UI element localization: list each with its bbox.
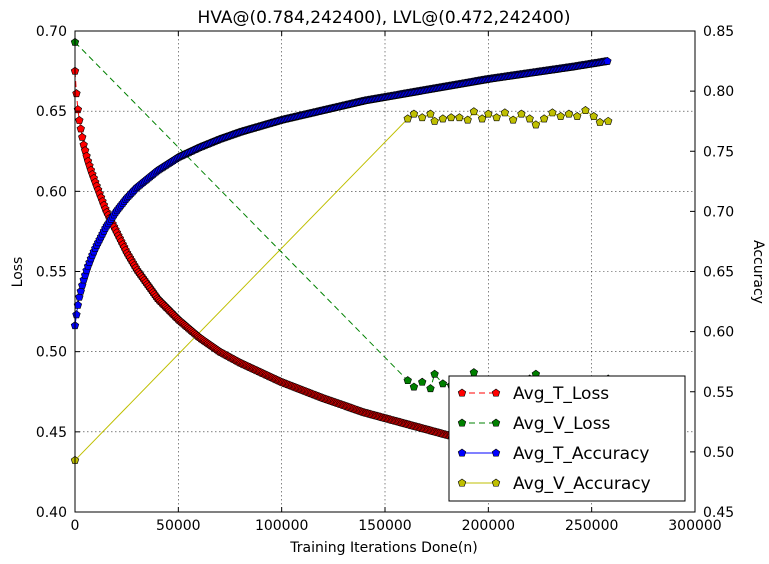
data-point-avg-v-loss [426,384,435,393]
legend-label: Avg_T_Accuracy [513,444,649,464]
legend-item-avg-v-accuracy: Avg_V_Accuracy [457,474,651,494]
data-point-avg-v-loss [469,368,479,377]
data-point-avg-v-accuracy [508,115,518,124]
legend: Avg_T_Loss Avg_V_Loss Avg_T_Accuracy Avg_V_… [448,375,686,502]
data-point-avg-v-accuracy [531,120,541,129]
y-left-tick-label: 0.50 [36,345,67,361]
data-point-avg-v-loss [403,376,412,385]
data-point-avg-v-accuracy [463,115,472,124]
y-right-tick-label: 0.75 [703,144,734,160]
chart-title: HVA@(0.784,242400), LVL@(0.472,242400) [198,8,571,28]
data-point-avg-v-accuracy [438,114,448,123]
data-point-avg-t-loss [76,124,85,133]
y-left-tick-label: 0.65 [36,104,67,120]
legend-swatch-marker [491,478,501,487]
data-point-avg-v-accuracy [564,109,574,118]
data-point-avg-v-accuracy [525,114,534,123]
data-point-avg-v-accuracy [517,109,526,118]
legend-swatch-marker [491,418,501,427]
series-line-avg-v-loss [74,41,609,392]
legend-swatch-marker [491,388,501,397]
data-point-avg-t-accuracy [603,56,612,65]
y-left-tick-label: 0.55 [36,265,67,281]
data-point-avg-v-loss [409,382,419,391]
series-avg-v-loss [70,37,613,394]
y-axis-right-title: Accuracy [750,240,766,304]
legend-item-avg-t-loss: Avg_T_Loss [457,384,609,404]
data-point-avg-v-accuracy [500,108,510,117]
y-left-tick-label: 0.70 [36,24,67,40]
x-tick-label: 150000 [358,518,411,534]
x-tick-label: 300000 [668,518,721,534]
legend-box [448,375,686,502]
legend-label: Avg_T_Loss [513,384,609,404]
y-left-tick-label: 0.45 [36,425,67,441]
y-right-tick-label: 0.55 [703,385,734,401]
x-tick-label: 250000 [565,518,618,534]
y-right-tick-label: 0.60 [703,325,734,341]
data-point-avg-t-loss [78,132,87,141]
data-point-avg-v-accuracy [573,112,582,120]
data-point-avg-v-accuracy [469,107,479,116]
x-tick-label: 50000 [156,518,201,534]
x-tick-label: 0 [71,518,80,534]
data-point-avg-v-accuracy [581,105,590,114]
data-point-avg-v-accuracy [446,113,456,122]
y-left-tick-label: 0.40 [36,505,67,521]
data-point-avg-v-accuracy [492,113,501,122]
data-point-avg-v-loss [418,377,427,386]
legend-swatch-marker [457,418,467,427]
y-left-tick-label: 0.60 [36,184,67,200]
data-point-avg-v-accuracy [426,109,435,118]
legend-swatch-marker [457,448,467,457]
data-point-avg-v-accuracy [604,116,613,125]
x-tick-label: 200000 [462,518,515,534]
y-right-tick-label: 0.85 [703,24,734,40]
legend-label: Avg_V_Accuracy [513,474,651,494]
legend-item-avg-v-loss: Avg_V_Loss [457,414,611,434]
data-point-avg-v-loss [430,369,439,378]
data-point-avg-v-accuracy [589,112,598,120]
data-point-avg-v-accuracy [539,114,549,123]
data-point-avg-v-accuracy [403,114,412,123]
data-point-avg-v-accuracy [409,109,419,118]
y-right-tick-label: 0.70 [703,204,734,220]
data-point-avg-t-accuracy [75,292,84,301]
data-point-avg-v-accuracy [430,116,439,125]
series-line-avg-v-accuracy [74,109,609,461]
legend-swatch-marker [491,448,501,457]
data-point-avg-v-accuracy [418,113,427,122]
data-point-avg-t-accuracy [76,286,85,295]
series-avg-t-accuracy [70,56,612,330]
legend-item-avg-t-accuracy: Avg_T_Accuracy [457,444,649,464]
legend-swatch-marker [457,478,467,487]
data-point-avg-v-accuracy [455,113,464,122]
data-point-avg-v-accuracy [595,118,605,126]
series-line-avg-t-accuracy [74,60,608,326]
data-point-avg-v-accuracy [556,112,565,120]
x-axis-title: Training Iterations Done(n) [289,540,477,556]
data-point-avg-v-accuracy [477,114,487,123]
x-tick-label: 100000 [255,518,308,534]
ticks: 0 50000 100000 150000 200000 250000 300000 0.40… [36,24,734,534]
y-right-tick-label: 0.65 [703,265,734,281]
data-point-avg-t-accuracy [72,310,81,319]
data-point-avg-t-loss [75,116,84,124]
series-avg-v-accuracy [70,105,613,464]
data-point-avg-v-accuracy [548,108,557,117]
data-point-avg-v-loss [438,379,448,388]
y-right-tick-label: 0.50 [703,445,734,461]
legend-swatch-marker [457,388,467,397]
data-point-avg-t-loss [72,89,81,98]
y-right-tick-label: 0.80 [703,84,734,100]
y-right-tick-label: 0.45 [703,505,734,521]
data-point-avg-v-accuracy [484,109,493,118]
legend-label: Avg_V_Loss [513,414,611,434]
y-axis-left-title: Loss [10,257,26,288]
